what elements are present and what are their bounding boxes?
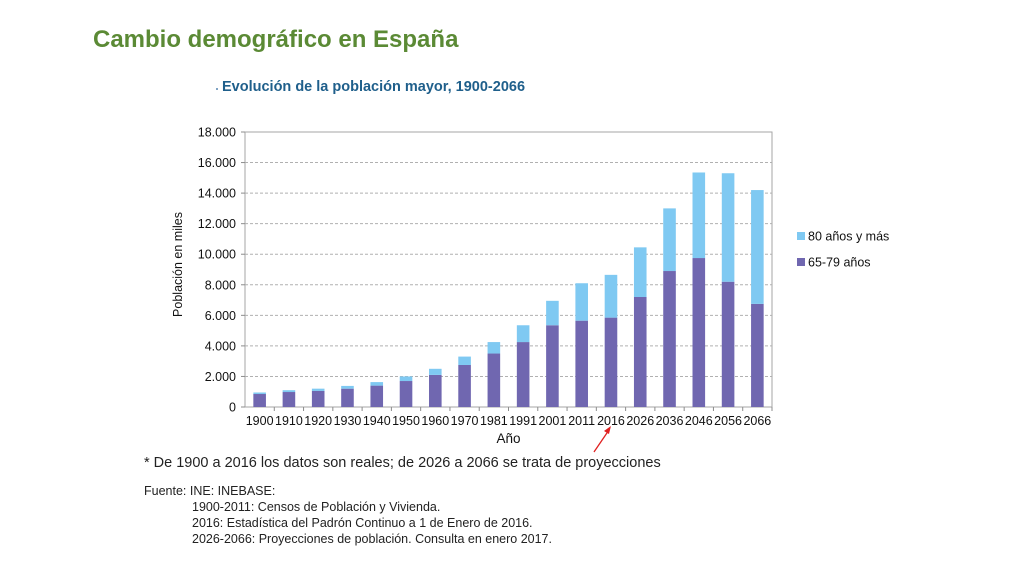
- y-tick-label: 6.000: [205, 309, 236, 323]
- bar-age-65-79-2046: [692, 258, 706, 407]
- bar-age-65-79-1920: [311, 390, 325, 407]
- bar-age-80-plus-1920: [311, 388, 325, 391]
- x-tick-label: 2026: [626, 414, 654, 428]
- x-tick-label: 2046: [685, 414, 713, 428]
- bar-age-80-plus-1940: [370, 382, 384, 386]
- x-tick-label: 2001: [539, 414, 567, 428]
- bar-age-80-plus-2026: [633, 247, 647, 297]
- page-title: Cambio demográfico en España: [93, 26, 459, 53]
- bar-age-65-79-1930: [341, 388, 354, 407]
- legend-label: 80 años y más: [808, 230, 889, 244]
- legend-label: 65-79 años: [808, 256, 871, 270]
- y-tick-label: 10.000: [198, 248, 236, 262]
- y-tick-label: 12.000: [198, 217, 236, 231]
- bar-age-65-79-2026: [633, 297, 647, 407]
- y-tick-label: 2.000: [205, 370, 236, 384]
- bar-age-80-plus-1900: [253, 392, 266, 395]
- x-tick-label: 2066: [743, 414, 771, 428]
- chart-title-bullet: [216, 88, 218, 90]
- x-tick-label: 2056: [714, 414, 742, 428]
- bar-age-80-plus-2036: [663, 208, 676, 272]
- bar-age-65-79-1910: [282, 392, 296, 407]
- x-tick-label: 1920: [304, 414, 332, 428]
- stacked-bar-chart: 0 2.000 4.000 6.000 8.000 10.000 12.000 14.000 1…: [171, 126, 889, 453]
- bar-age-65-79-1940: [370, 385, 384, 407]
- footnote: * De 1900 a 2016 los datos son reales; d…: [144, 455, 661, 471]
- bar-age-65-79-1981: [487, 353, 501, 407]
- x-tick-label: 1981: [480, 414, 508, 428]
- bar-age-65-79-2001: [546, 325, 559, 407]
- bar-age-80-plus-2056: [721, 173, 735, 282]
- bar-age-65-79-2056: [721, 281, 735, 407]
- bar-age-80-plus-1981: [487, 342, 501, 354]
- plot-area: [244, 131, 773, 408]
- chart-title: Evolución de la población mayor, 1900-20…: [222, 79, 526, 95]
- bar-age-65-79-2036: [663, 271, 676, 407]
- legend-swatch-age-80-plus: [797, 232, 805, 240]
- bar-age-80-plus-1910: [282, 390, 296, 393]
- bar-age-80-plus-1970: [458, 356, 471, 365]
- x-tick-label: 1970: [451, 414, 479, 428]
- annotation-arrow-shaft: [593, 429, 610, 453]
- bar-age-65-79-2066: [751, 303, 764, 407]
- source-heading: Fuente: INE: INEBASE:: [144, 484, 276, 498]
- x-tick-label: 1900: [246, 414, 274, 428]
- bar-age-80-plus-2046: [692, 172, 706, 259]
- bar-age-80-plus-1991: [516, 325, 530, 343]
- y-tick-label: 4.000: [205, 339, 236, 353]
- source-line-1: 1900-2011: Censos de Población y Viviend…: [192, 500, 441, 514]
- x-tick-label: 2036: [656, 414, 684, 428]
- x-tick-label: 1930: [334, 414, 362, 428]
- bar-age-65-79-1991: [516, 342, 530, 407]
- legend-swatch-age-65-79: [797, 258, 805, 266]
- source-line-2: 2016: Estadística del Padrón Continuo a …: [192, 516, 533, 530]
- x-axis-label: Año: [496, 431, 520, 446]
- x-tick-label: 2016: [597, 414, 625, 428]
- x-tick-label: 1991: [509, 414, 537, 428]
- y-tick-label: 8.000: [205, 278, 236, 292]
- y-axis-label: Población en miles: [171, 212, 185, 317]
- bar-age-80-plus-2001: [546, 300, 559, 326]
- bar-age-80-plus-1930: [341, 385, 354, 389]
- x-tick-label: 2011: [568, 414, 595, 428]
- x-tick-label: 1950: [392, 414, 420, 428]
- y-tick-label: 18.000: [198, 126, 236, 140]
- x-tick-label: 1910: [275, 414, 303, 428]
- bar-age-65-79-1950: [399, 381, 413, 407]
- y-tick-label: 16.000: [198, 156, 236, 170]
- x-tick-label: 1940: [363, 414, 391, 428]
- bar-age-80-plus-1960: [429, 368, 442, 375]
- source-block: Fuente: INE: INEBASE: 1900-2011: Censos …: [144, 483, 552, 547]
- bar-age-65-79-1970: [458, 364, 471, 407]
- bar-age-80-plus-1950: [399, 376, 413, 382]
- bar-age-65-79-2011: [575, 320, 588, 407]
- bar-age-80-plus-2016: [604, 274, 618, 318]
- x-tick-label: 1960: [421, 414, 449, 428]
- source-line-3: 2026-2066: Proyecciones de población. Co…: [192, 532, 552, 546]
- bar-age-65-79-1960: [429, 374, 442, 407]
- y-tick-label: 14.000: [198, 187, 236, 201]
- bar-age-65-79-2016: [604, 317, 618, 407]
- bar-age-80-plus-2011: [575, 283, 588, 321]
- bar-age-65-79-1900: [253, 394, 266, 407]
- bar-age-80-plus-2066: [751, 190, 764, 304]
- y-tick-label: 0: [229, 401, 236, 415]
- annotation-arrow-head: [603, 426, 611, 434]
